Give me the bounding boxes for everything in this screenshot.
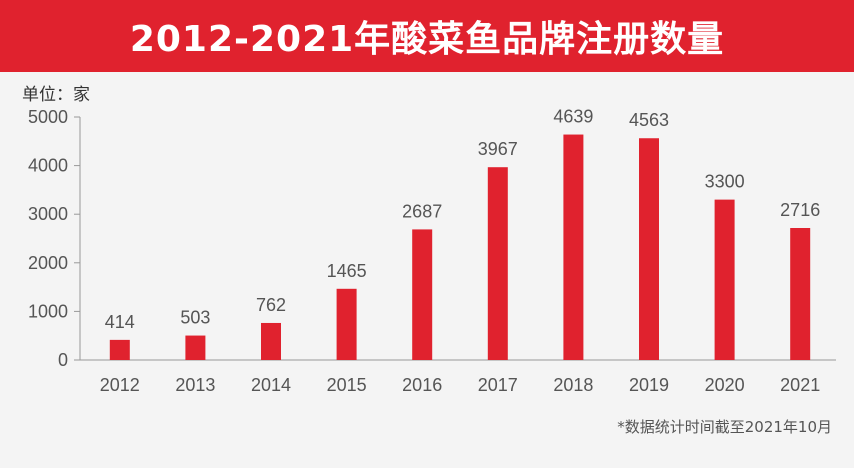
x-tick-label: 2020: [705, 375, 745, 395]
bar: [639, 138, 659, 360]
bar: [412, 229, 433, 360]
title-bar: 2012-2021年酸菜鱼品牌注册数量: [0, 0, 854, 72]
data-label: 2716: [780, 200, 820, 220]
x-tick-label: 2014: [251, 375, 291, 395]
data-label: 4639: [553, 107, 593, 127]
bar: [185, 335, 206, 360]
data-label: 414: [105, 312, 135, 332]
data-label: 1465: [327, 261, 367, 281]
x-tick-label: 2019: [629, 375, 669, 395]
bar: [563, 134, 584, 360]
x-tick-label: 2017: [478, 375, 518, 395]
bar: [336, 288, 357, 360]
x-tick-label: 2016: [402, 375, 442, 395]
y-tick-label: 3000: [28, 204, 68, 224]
bar: [261, 322, 281, 360]
x-tick-label: 2012: [100, 375, 140, 395]
x-tick-label: 2015: [327, 375, 367, 395]
data-label: 503: [180, 308, 210, 328]
data-label: 3967: [478, 139, 518, 159]
x-tick-label: 2013: [175, 375, 215, 395]
bar: [714, 199, 735, 360]
data-label: 4563: [629, 110, 669, 130]
x-tick-label: 2018: [553, 375, 593, 395]
data-label: 762: [256, 295, 286, 315]
bar: [790, 228, 811, 360]
y-tick-label: 4000: [28, 156, 68, 176]
y-tick-label: 1000: [28, 301, 68, 321]
data-label: 2687: [402, 201, 442, 221]
chart-title: 2012-2021年酸菜鱼品牌注册数量: [129, 19, 725, 60]
footnote: *数据统计时间截至2021年10月: [617, 418, 832, 436]
x-tick-label: 2021: [780, 375, 820, 395]
bar: [109, 339, 130, 360]
data-label: 3300: [705, 172, 745, 192]
y-tick-label: 2000: [28, 253, 68, 273]
y-tick-label: 0: [58, 350, 68, 370]
bar: [487, 167, 508, 360]
unit-label: 单位：家: [22, 85, 90, 105]
y-tick-label: 5000: [28, 107, 68, 127]
